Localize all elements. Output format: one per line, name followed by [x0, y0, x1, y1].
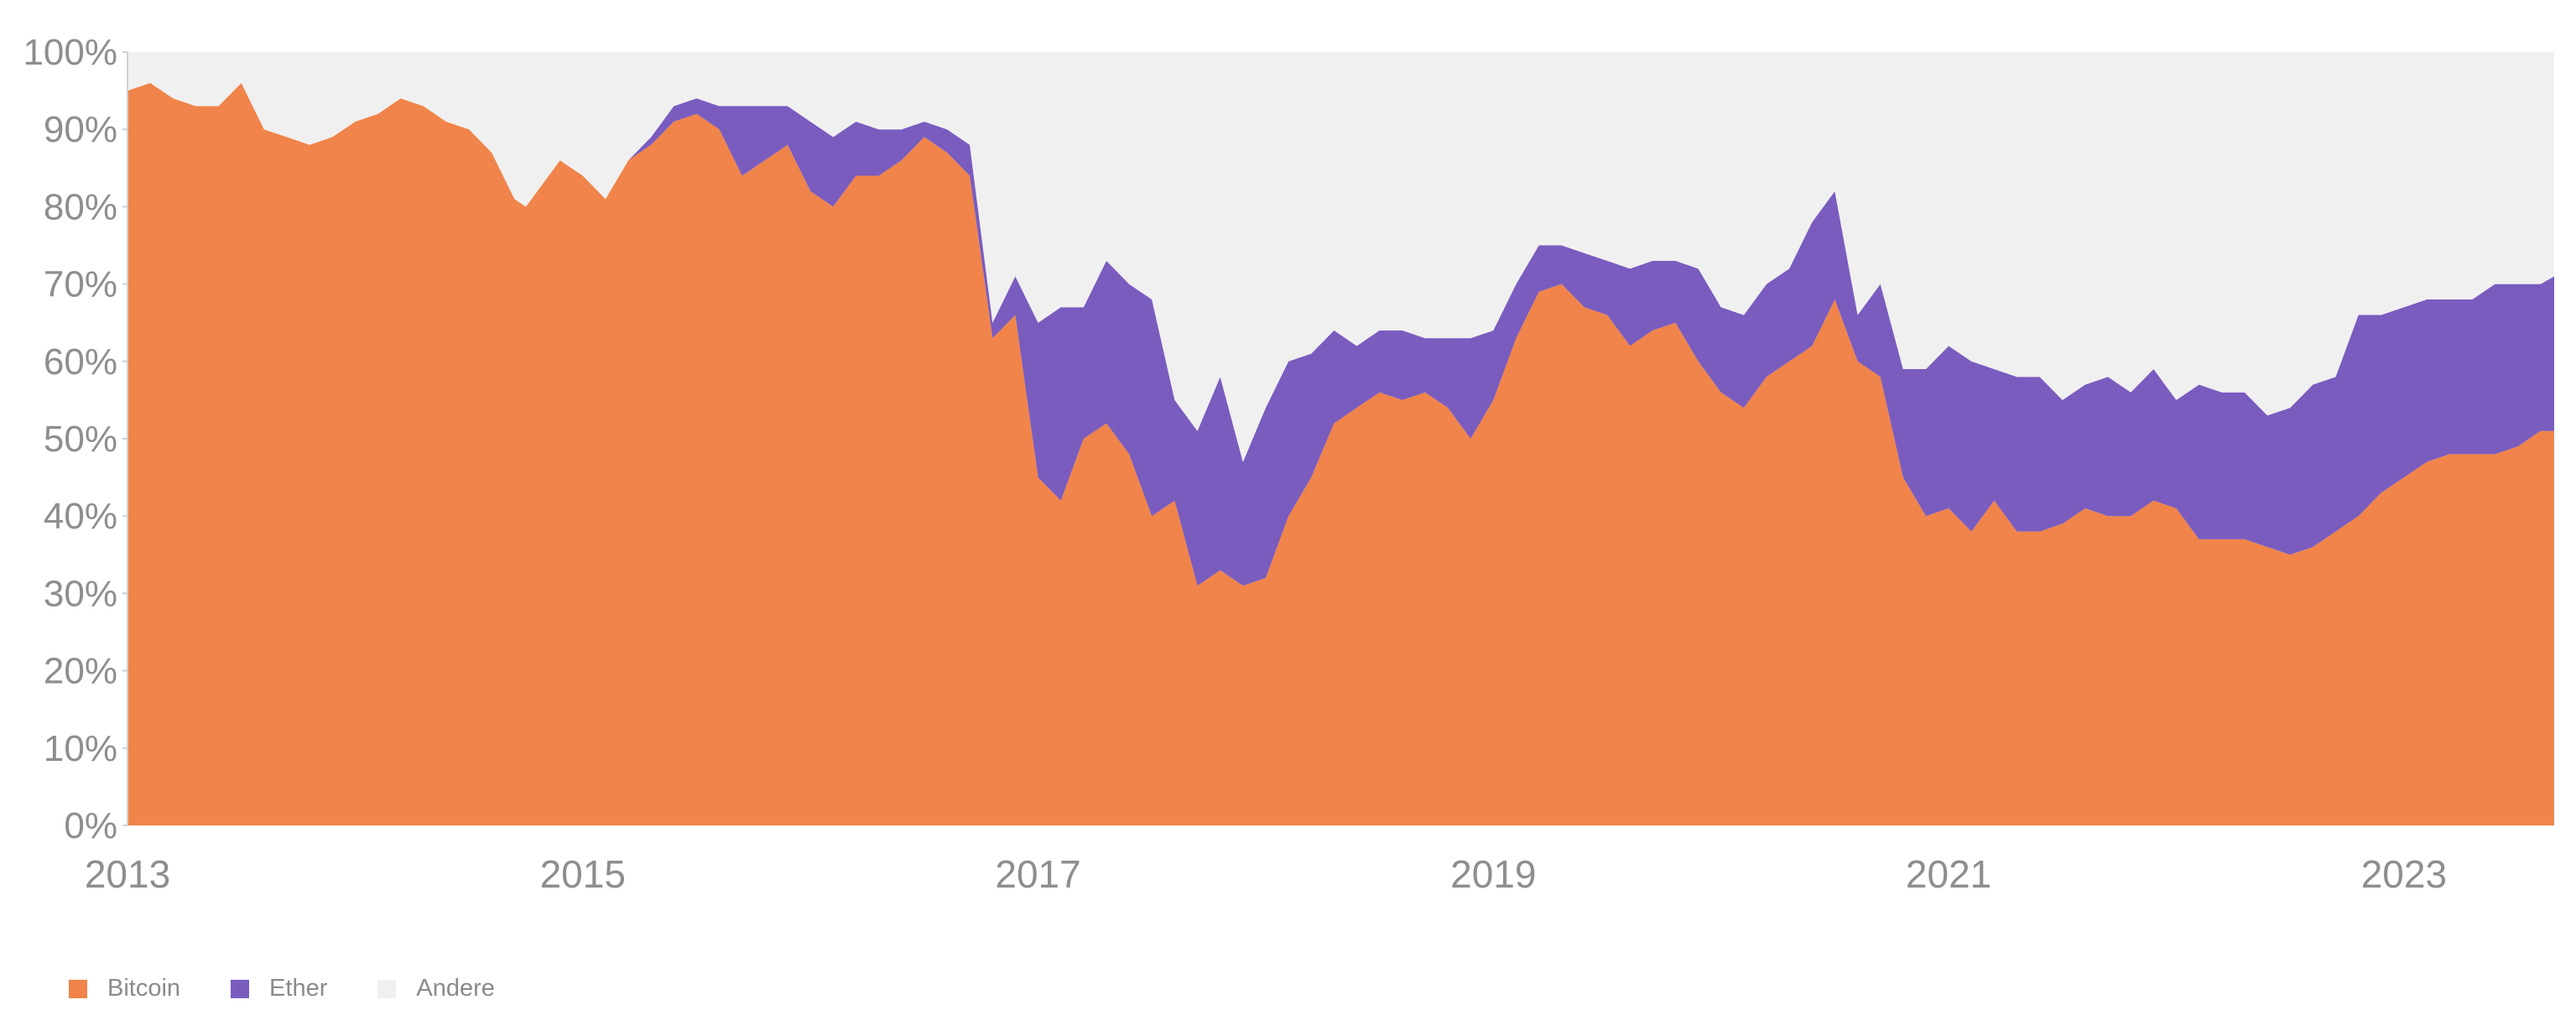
area-andere: [127, 52, 2554, 462]
stacked-areas: [127, 52, 2554, 825]
area-bitcoin: [127, 82, 2554, 825]
legend-swatch-andere: [377, 979, 397, 998]
legend-label-andere: Andere: [416, 975, 495, 1002]
legend-label-bitcoin: Bitcoin: [107, 975, 181, 1002]
y-tick-label: 70%: [44, 264, 117, 305]
x-tick-label: 2015: [540, 852, 626, 896]
y-tick-label: 30%: [44, 573, 117, 614]
area-ether: [127, 82, 2554, 586]
y-tick-label: 10%: [44, 728, 117, 769]
legend-label-ether: Ether: [269, 975, 328, 1002]
legend: Bitcoin Ether Andere: [69, 975, 545, 1002]
legend-swatch-bitcoin: [69, 979, 87, 998]
y-tick-label: 100%: [23, 32, 117, 73]
legend-item-ether: Ether: [231, 975, 327, 1002]
y-tick-label: 80%: [44, 186, 117, 227]
y-axis: 0% 10% 20% 30% 40% 50% 60% 70% 80% 90% 100%: [23, 32, 128, 846]
y-tick-label: 90%: [44, 109, 117, 150]
legend-item-bitcoin: Bitcoin: [69, 975, 180, 1002]
legend-swatch-ether: [231, 979, 250, 998]
x-tick-label: 2013: [85, 852, 170, 896]
x-tick-label: 2021: [1906, 852, 1991, 896]
y-tick-label: 40%: [44, 496, 117, 537]
y-tick-label: 60%: [44, 341, 117, 383]
legend-item-andere: Andere: [377, 975, 495, 1002]
y-tick-label: 0%: [64, 805, 117, 846]
x-axis: 2013 2015 2017 2019 2021 2023: [85, 852, 2447, 896]
x-tick-label: 2023: [2361, 852, 2447, 896]
y-tick-label: 50%: [44, 419, 117, 460]
y-tick-label: 20%: [44, 651, 117, 692]
x-tick-label: 2017: [995, 852, 1080, 896]
x-tick-label: 2019: [1450, 852, 1536, 896]
